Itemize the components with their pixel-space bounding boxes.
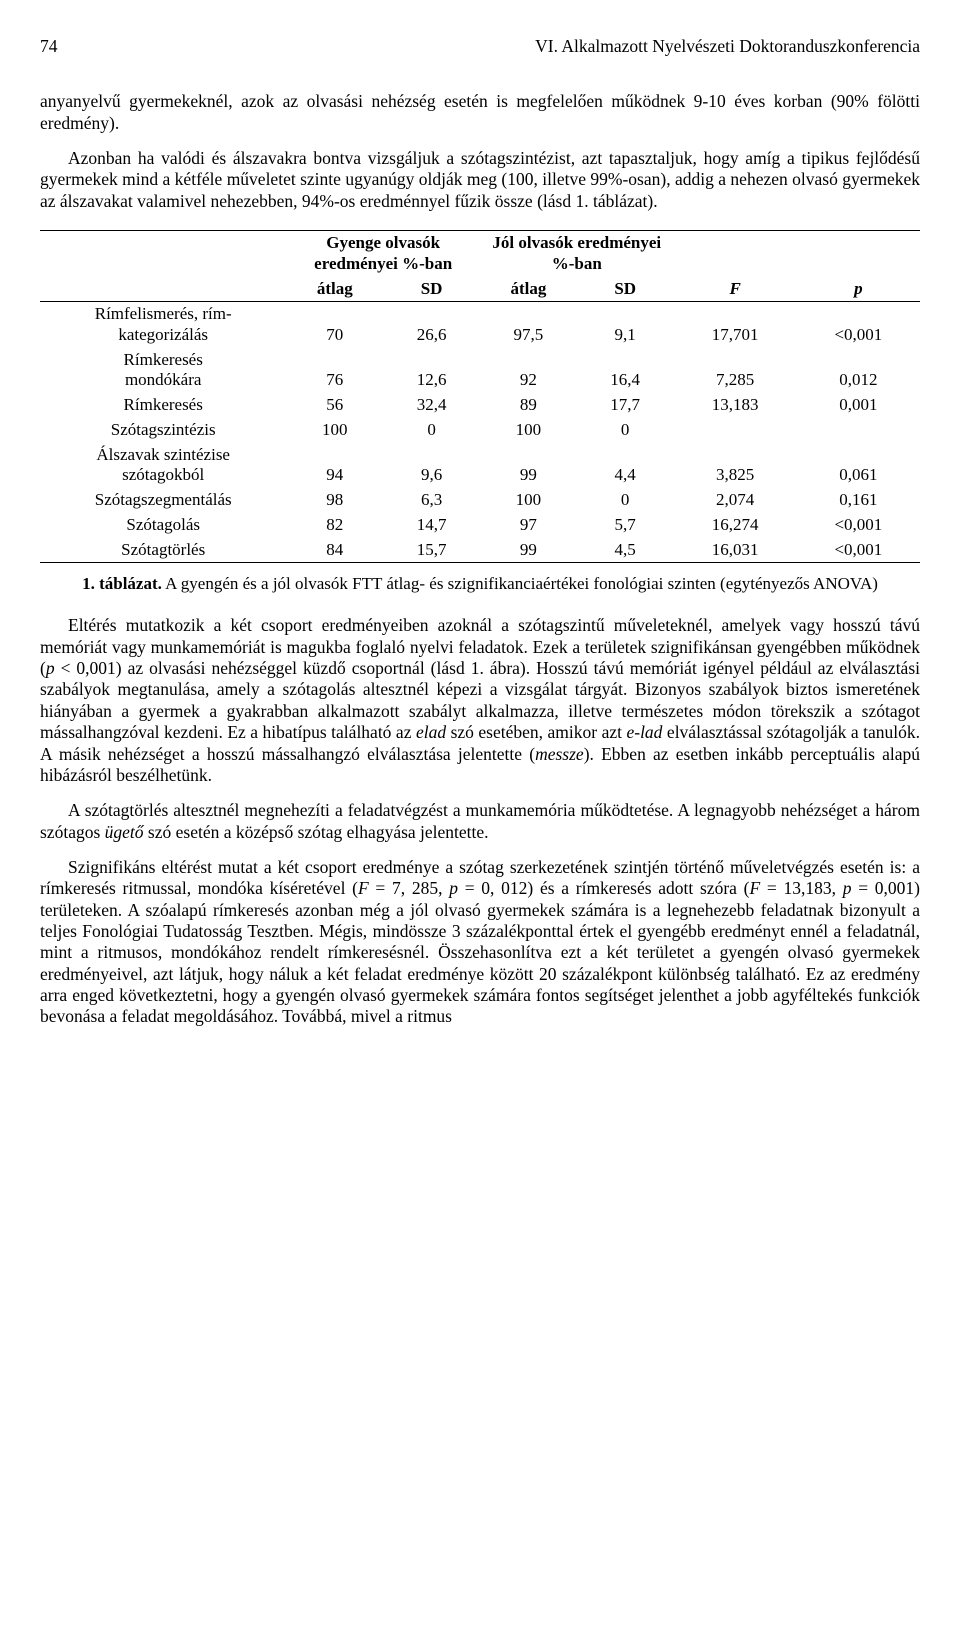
th-group-good: Jól olvasók eredményei %-ban — [480, 231, 674, 277]
paragraph: Azonban ha valódi és álszavakra bontva v… — [40, 148, 920, 212]
table-cell: 99 — [480, 538, 577, 563]
table-cell: <0,001 — [797, 513, 920, 538]
table-cell: 13,183 — [674, 393, 797, 418]
table-cell: Rímkeresés — [40, 393, 286, 418]
th-p: p — [797, 277, 920, 302]
paragraph: Eltérés mutatkozik a két csoport eredmén… — [40, 615, 920, 786]
table-cell: 76 — [286, 348, 383, 393]
table-cell: Szótagolás — [40, 513, 286, 538]
table-cell: 100 — [480, 488, 577, 513]
table-row: Szótagtörlés8415,7994,516,031<0,001 — [40, 538, 920, 563]
table-cell: Szótagszintézis — [40, 418, 286, 443]
table-cell: 17,7 — [577, 393, 674, 418]
running-header: 74 VI. Alkalmazott Nyelvészeti Doktorand… — [40, 36, 920, 57]
th-blank — [797, 231, 920, 277]
table-row: Rímfelismerés, rím- kategorizálás7026,69… — [40, 302, 920, 348]
table-cell: 89 — [480, 393, 577, 418]
table-cell: 0,012 — [797, 348, 920, 393]
table-row: Rímkeresés5632,48917,713,1830,001 — [40, 393, 920, 418]
table-row: Szótagszintézis10001000 — [40, 418, 920, 443]
table-cell: 99 — [480, 443, 577, 488]
table-cell: 70 — [286, 302, 383, 348]
table-cell: 4,4 — [577, 443, 674, 488]
table-cell: 98 — [286, 488, 383, 513]
table-cell — [674, 418, 797, 443]
th-blank — [674, 231, 797, 277]
table-cell: 16,274 — [674, 513, 797, 538]
table-cell: Álszavak szintézise szótagokból — [40, 443, 286, 488]
table-cell: Szótagtörlés — [40, 538, 286, 563]
table-cell: 94 — [286, 443, 383, 488]
table-cell: Rímkeresés mondókára — [40, 348, 286, 393]
table-cell: 0 — [383, 418, 480, 443]
table-cell: 15,7 — [383, 538, 480, 563]
table-cell: 0,061 — [797, 443, 920, 488]
page: 74 VI. Alkalmazott Nyelvészeti Doktorand… — [0, 0, 960, 1082]
table-cell: 26,6 — [383, 302, 480, 348]
table-caption: 1. táblázat. A gyengén és a jól olvasók … — [40, 573, 920, 595]
table-cell: 0,161 — [797, 488, 920, 513]
table-cell: 9,6 — [383, 443, 480, 488]
table-row: Rímkeresés mondókára7612,69216,47,2850,0… — [40, 348, 920, 393]
th-atlag: átlag — [480, 277, 577, 302]
th-blank — [40, 277, 286, 302]
table-cell: 14,7 — [383, 513, 480, 538]
table-cell: 3,825 — [674, 443, 797, 488]
page-number: 74 — [40, 36, 58, 57]
table-row: Álszavak szintézise szótagokból949,6994,… — [40, 443, 920, 488]
table-cell: Szótagszegmentálás — [40, 488, 286, 513]
table-cell: 6,3 — [383, 488, 480, 513]
th-blank — [40, 231, 286, 277]
table-cell: 84 — [286, 538, 383, 563]
table-cell: 100 — [286, 418, 383, 443]
table-cell: 97 — [480, 513, 577, 538]
table-row: Szótagszegmentálás986,310002,0740,161 — [40, 488, 920, 513]
th-atlag: átlag — [286, 277, 383, 302]
th-F: F — [674, 277, 797, 302]
table-cell: 100 — [480, 418, 577, 443]
running-title: VI. Alkalmazott Nyelvészeti Doktorandusz… — [535, 36, 920, 57]
table-cell: 7,285 — [674, 348, 797, 393]
table-cell: 0,001 — [797, 393, 920, 418]
table-cell: 12,6 — [383, 348, 480, 393]
table-cell: 92 — [480, 348, 577, 393]
table-cell: 5,7 — [577, 513, 674, 538]
results-table: Gyenge olvasók eredményei %-ban Jól olva… — [40, 230, 920, 563]
table-cell: 82 — [286, 513, 383, 538]
table-cell: 56 — [286, 393, 383, 418]
table-cell: 97,5 — [480, 302, 577, 348]
table-cell: 17,701 — [674, 302, 797, 348]
paragraph: anyanyelvű gyermekeknél, azok az olvasás… — [40, 91, 920, 134]
table-cell: <0,001 — [797, 302, 920, 348]
table-cell: 4,5 — [577, 538, 674, 563]
paragraph: A szótagtörlés altesztnél megnehezíti a … — [40, 800, 920, 843]
table-cell: 0 — [577, 418, 674, 443]
paragraph: Szignifikáns eltérést mutat a két csopor… — [40, 857, 920, 1028]
table-cell: Rímfelismerés, rím- kategorizálás — [40, 302, 286, 348]
table-row: Szótagolás8214,7975,716,274<0,001 — [40, 513, 920, 538]
table-cell: 2,074 — [674, 488, 797, 513]
table-cell: <0,001 — [797, 538, 920, 563]
table-cell: 16,4 — [577, 348, 674, 393]
table-cell — [797, 418, 920, 443]
table-cell: 16,031 — [674, 538, 797, 563]
table-cell: 32,4 — [383, 393, 480, 418]
table-cell: 0 — [577, 488, 674, 513]
th-group-weak: Gyenge olvasók eredményei %-ban — [286, 231, 480, 277]
th-sd: SD — [577, 277, 674, 302]
th-sd: SD — [383, 277, 480, 302]
table-cell: 9,1 — [577, 302, 674, 348]
